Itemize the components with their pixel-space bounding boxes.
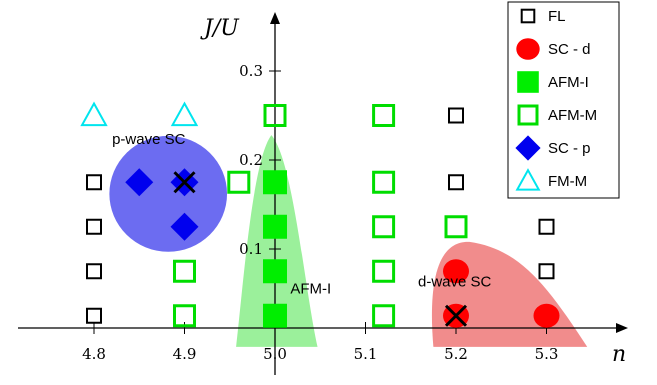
y-axis-arrow xyxy=(270,12,280,24)
point-afm-m xyxy=(372,104,396,127)
point-afm-m xyxy=(263,104,287,127)
point-afm-m xyxy=(444,215,468,239)
point-fl xyxy=(86,307,102,324)
legend-marker xyxy=(517,104,539,126)
point-afm-m xyxy=(173,304,196,328)
legend-label: AFM-M xyxy=(548,107,597,124)
legend-marker xyxy=(515,135,541,161)
legend-label: SC - d xyxy=(548,41,591,58)
y-tick-label: 0.3 xyxy=(239,62,263,80)
point-sc-p xyxy=(170,212,199,241)
point-afm-m xyxy=(372,259,396,283)
point-afm-m xyxy=(372,304,396,328)
legend-marker xyxy=(520,8,536,24)
region-p-wave-sc xyxy=(109,135,228,252)
point-fl xyxy=(86,263,102,280)
axis-ticks: 4.8 4.9 5.0 5.1 5.2 5.3 0.1 0.2 0.3 xyxy=(82,62,558,363)
point-afm-i xyxy=(263,303,287,328)
point-afm-i xyxy=(263,259,287,284)
point-afm-m xyxy=(372,215,396,239)
point-sc-d xyxy=(533,303,560,328)
point-fl xyxy=(538,263,555,280)
data-points xyxy=(80,101,560,328)
cross-marker xyxy=(173,171,196,194)
point-sc-d xyxy=(443,259,469,284)
legend-marker xyxy=(515,168,541,191)
point-afm-m xyxy=(372,170,396,194)
region-labels: p-wave SC AFM-I d-wave SC xyxy=(112,131,491,298)
region-label-p-wave-sc: p-wave SC xyxy=(112,131,186,148)
legend-marker xyxy=(517,71,539,93)
point-sc-p xyxy=(125,168,154,197)
x-axis-label: n xyxy=(612,342,626,367)
point-afm-m xyxy=(173,259,196,283)
region-d-wave-sc xyxy=(431,241,588,347)
y-tick-label: 0.2 xyxy=(239,151,263,169)
point-fm-m xyxy=(80,101,108,127)
legend-label: FL xyxy=(548,8,566,25)
x-tick-label: 4.9 xyxy=(173,345,197,363)
x-tick-label: 5.0 xyxy=(263,345,287,363)
legend-label: SC - p xyxy=(548,140,591,157)
point-fl xyxy=(448,174,464,191)
point-afm-m xyxy=(227,170,251,194)
legend-box xyxy=(507,1,620,199)
point-fl xyxy=(86,218,102,235)
legend-marker xyxy=(516,38,540,60)
legend: FL SC - d AFM-I AFM-M SC - p FM-M xyxy=(507,1,620,199)
x-tick-label: 5.3 xyxy=(535,345,559,363)
x-tick-label: 4.8 xyxy=(82,345,106,363)
point-afm-i xyxy=(263,170,287,195)
point-fl xyxy=(538,218,555,235)
region-label-afm-i: AFM-I xyxy=(290,281,331,298)
legend-label: FM-M xyxy=(548,173,587,190)
y-tick-label: 0.1 xyxy=(239,240,263,258)
region-afm-i xyxy=(236,135,318,347)
point-afm-i xyxy=(263,214,287,239)
x-axis-arrow xyxy=(616,323,628,333)
cross-marker xyxy=(444,304,468,327)
y-axis-label: J/U xyxy=(200,16,240,41)
x-tick-label: 5.1 xyxy=(354,345,378,363)
point-fm-m xyxy=(170,101,199,127)
x-tick-label: 5.2 xyxy=(444,345,468,363)
point-fl xyxy=(448,107,464,124)
point-fl xyxy=(86,174,102,191)
region-label-d-wave-sc: d-wave SC xyxy=(418,273,492,290)
legend-label: AFM-I xyxy=(548,74,589,91)
